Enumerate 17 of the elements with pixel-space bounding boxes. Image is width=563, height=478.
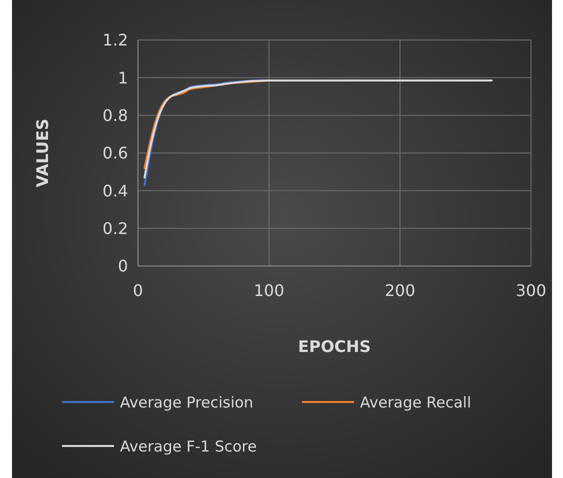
y-tick-label: 0.8	[102, 106, 128, 125]
x-tick-label: 300	[516, 281, 546, 300]
y-tick-label: 0	[118, 256, 128, 276]
x-axis-title: EPOCHS	[298, 337, 371, 356]
y-axis-title: VALUES	[33, 118, 52, 188]
x-tick-label: 100	[254, 281, 284, 300]
y-tick-label: 0.4	[102, 181, 128, 200]
y-tick-label: 1.2	[102, 30, 128, 50]
legend-label: Average Recall	[360, 393, 472, 412]
legend-label: Average F-1 Score	[120, 437, 257, 456]
legend-label: Average Precision	[120, 393, 254, 412]
x-tick-label: 200	[384, 281, 416, 300]
y-tick-label: 0.6	[102, 144, 128, 163]
y-tick-label: 1	[118, 68, 128, 88]
x-tick-label: 0	[132, 281, 144, 300]
y-tick-label: 0.2	[102, 218, 128, 238]
line-series	[144, 79, 493, 178]
